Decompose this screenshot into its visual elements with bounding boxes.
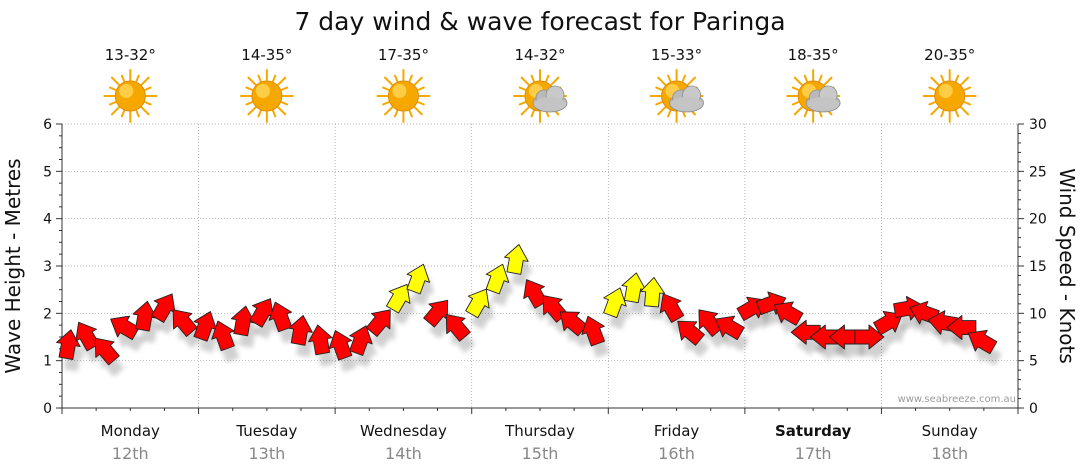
wind-arrow [56,329,81,360]
wind-arrow-shadow [878,323,908,347]
y-tick-label-left: 3 [43,259,52,275]
day-temp-label: 14-35° [241,46,292,64]
sun-icon [239,69,294,123]
y-tick-label-left: 1 [43,354,52,370]
wind-arrow [809,324,840,350]
wind-arrow [485,263,510,295]
gridlines [62,123,1018,408]
wind-arrow [308,324,333,356]
wind-arrow [677,320,705,346]
y-tick-label-left: 4 [43,212,52,228]
wind-arrow [465,288,490,319]
partly-cloudy-icon [513,69,568,123]
sun-icon [922,69,977,123]
y-tick-label-right: 10 [1029,306,1047,322]
wind-arrow [659,293,685,323]
day-temp-label: 15-33° [651,46,702,64]
day-name-label: Wednesday [360,422,447,440]
wind-arrow [504,244,529,275]
wind-arrow [349,325,373,356]
y-tick-label-left: 0 [43,401,52,417]
wind-arrow [193,311,217,342]
chart-title: 7 day wind & wave forecast for Paringa [294,7,785,36]
day-labels: Monday 12th Tuesday 13th Wednesday 14th Thursd… [101,422,978,463]
day-date-label: 14th [385,444,422,463]
day-temp-label: 13-32° [105,46,156,64]
day-name-label: Tuesday [235,422,297,440]
watermark: www.seabreeze.com.au [898,394,1016,405]
wind-arrow [640,277,666,308]
wind-arrow [854,324,885,350]
y-tick-label-right: 30 [1029,117,1047,133]
wind-arrow [873,310,903,336]
sun-icon [103,69,158,123]
y-axis-label-left: Wave Height - Metres [1,158,25,373]
y-tick-label-right: 20 [1029,212,1047,228]
partly-cloudy-icon [786,69,841,123]
day-forecast-headers: 13-32° 14-35° 17-35° 14-32° 15-33° 18-35° 20-3… [103,46,977,123]
y-axis-label-right: Wind Speed - Knots [1055,168,1079,364]
day-temp-label: 14-32° [514,46,565,64]
wind-arrow [423,299,449,328]
day-name-label: Monday [101,422,160,440]
wind-arrow [328,330,353,361]
wind-arrows [56,244,998,366]
y-tick-label-right: 5 [1029,354,1038,370]
day-name-label: Thursday [504,422,575,440]
day-temp-label: 17-35° [378,46,429,64]
y-tick-label-right: 25 [1029,164,1047,180]
wind-arrow [288,315,313,346]
day-name-label: Sunday [922,422,978,440]
wind-arrow [268,301,293,333]
day-date-label: 15th [522,444,559,463]
wind-arrow [445,314,471,342]
day-name-label: Saturday [775,422,852,440]
day-date-label: 13th [248,444,285,463]
wind-arrow [211,320,235,352]
y-tick-label-right: 0 [1029,401,1038,417]
wind-arrow [621,272,647,304]
partly-cloudy-icon [649,69,704,123]
wind-arrow [94,337,120,366]
wind-arrow [385,283,411,314]
wind-arrow [230,305,256,337]
day-date-label: 16th [658,444,695,463]
y-tick-label-right: 15 [1029,259,1047,275]
day-date-label: 17th [795,444,832,463]
wind-arrow [172,309,198,337]
wind-arrow [603,287,627,318]
y-tick-label-left: 2 [43,306,52,322]
wind-arrow [715,315,745,341]
axes: 0 1 2 3 4 5 6 0 5 10 15 20 25 30 [43,117,1047,417]
wind-arrow [151,293,176,323]
wind-arrow [365,309,391,337]
day-temp-label: 20-35° [924,46,975,64]
wind-arrow [132,300,158,332]
wind-arrow [581,315,605,347]
y-tick-label-left: 5 [43,164,52,180]
wind-arrow [406,263,431,295]
wind-arrow [773,301,804,326]
day-temp-label: 18-35° [788,46,839,64]
day-date-label: 12th [112,444,149,463]
wind-arrow [249,298,274,328]
day-date-label: 18th [931,444,968,463]
day-name-label: Friday [654,422,700,440]
wind-arrow [967,329,998,355]
sun-icon [376,69,431,123]
y-tick-label-left: 6 [43,117,52,133]
